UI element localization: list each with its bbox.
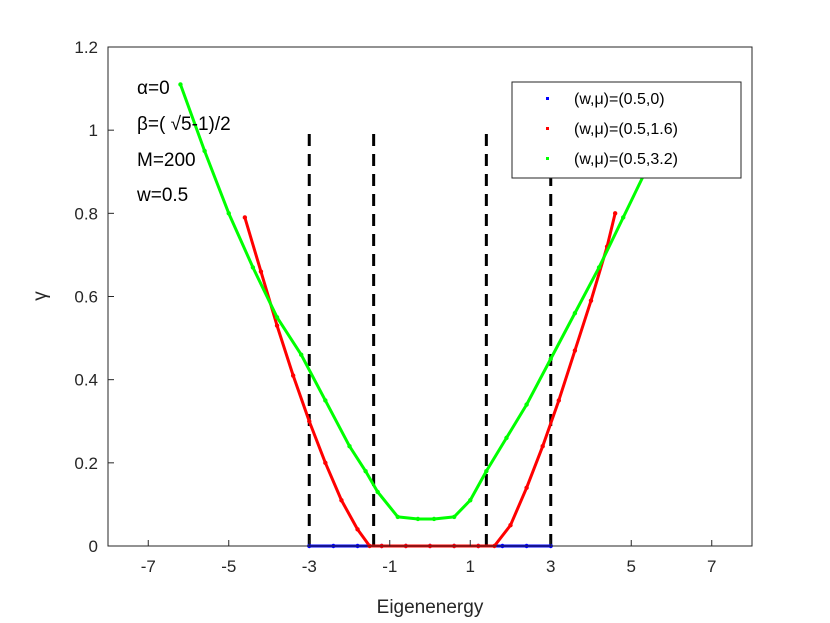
data-point: [504, 435, 509, 441]
legend-marker-series-0: [546, 97, 549, 100]
data-point: [431, 516, 437, 522]
series-2: [178, 82, 682, 522]
legend-marker-series-2: [546, 157, 549, 160]
data-point: [339, 498, 344, 503]
annotation-m: M=200: [137, 150, 196, 171]
y-tick-label: 0.2: [74, 454, 98, 473]
data-point: [178, 82, 183, 87]
data-point: [250, 265, 256, 270]
annotation-beta: β=( √5-1)/2: [137, 114, 231, 135]
y-tick-label: 0.4: [74, 371, 98, 390]
series-line-2: [178, 82, 682, 521]
data-point: [202, 148, 207, 154]
data-point: [274, 323, 280, 328]
data-point: [556, 398, 561, 403]
data-point: [596, 265, 602, 270]
legend: (w,μ)=(0.5,0) (w,μ)=(0.5,1.6) (w,μ)=(0.5…: [511, 81, 742, 179]
data-point: [323, 398, 328, 403]
data-point: [242, 215, 248, 220]
data-point: [524, 485, 529, 490]
dashed-lines-group: [307, 130, 553, 546]
legend-box: [511, 81, 742, 179]
legend-label-series-0: (w,μ)=(0.5,0): [574, 91, 665, 108]
x-tick-label: -3: [302, 557, 317, 576]
annotation-w: w=0.5: [136, 185, 188, 206]
data-point: [484, 468, 489, 474]
x-tick-label: -7: [141, 557, 156, 576]
data-point: [299, 352, 304, 357]
legend-label-series-2: (w,μ)=(0.5,3.2): [574, 151, 678, 168]
data-point: [363, 468, 368, 474]
legend-label-series-1: (w,μ)=(0.5,1.6): [574, 121, 678, 138]
x-tick-label: 5: [627, 557, 636, 576]
annotation-block: α=0 β=( √5-1)/2 M=200 w=0.5: [136, 78, 231, 206]
data-point: [395, 514, 400, 520]
ticks-group: -7 -5 -3 -1 1 3 5 7 0 0.2 0.4 0.6 0.8 1 1.2: [74, 38, 716, 576]
x-tick-label: -1: [382, 557, 397, 576]
data-point: [415, 516, 421, 522]
data-point: [375, 489, 380, 495]
data-point: [347, 444, 352, 449]
x-tick-label: 3: [546, 557, 555, 576]
data-point: [307, 419, 312, 424]
data-point: [588, 298, 594, 303]
data-point: [524, 402, 529, 407]
y-tick-label: 1.2: [74, 38, 98, 57]
data-point: [451, 514, 457, 520]
data-point: [468, 498, 473, 503]
data-point: [548, 356, 553, 362]
x-tick-label: 7: [707, 557, 716, 576]
data-point: [258, 269, 264, 274]
x-tick-label: -5: [221, 557, 236, 576]
data-point: [290, 373, 296, 378]
x-tick-label: 1: [466, 557, 475, 576]
data-point: [540, 444, 545, 449]
data-point: [621, 215, 626, 220]
y-tick-label: 1: [89, 121, 98, 140]
annotation-alpha: α=0: [137, 78, 170, 99]
data-point: [323, 460, 328, 466]
legend-marker-series-1: [546, 127, 549, 130]
y-tick-label: 0.8: [74, 204, 98, 223]
y-tick-label: 0: [89, 537, 98, 556]
y-tick-label: 0.6: [74, 288, 98, 307]
data-point: [508, 523, 513, 528]
data-point: [355, 527, 360, 532]
data-point: [572, 310, 578, 316]
data-point: [226, 211, 231, 216]
y-axis-title: γ: [30, 291, 51, 301]
x-axis-title: Eigenenergy: [377, 597, 484, 618]
data-point: [572, 348, 578, 353]
data-point: [612, 211, 618, 216]
data-point: [274, 315, 280, 320]
